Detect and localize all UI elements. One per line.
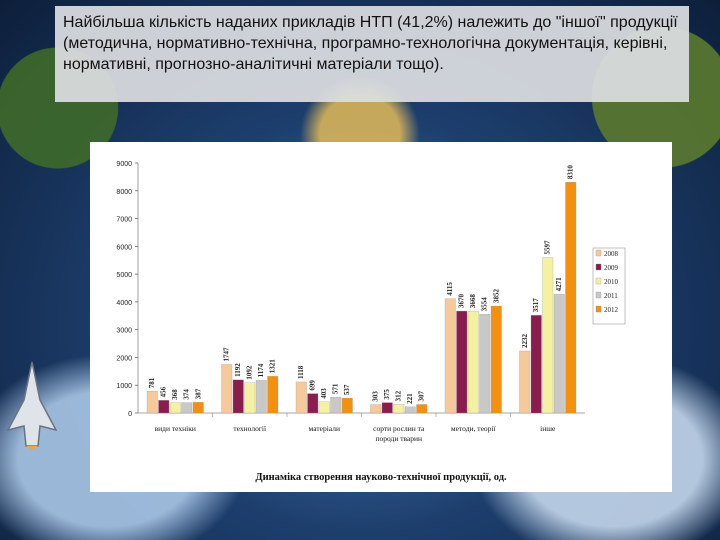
legend-label: 2009 (604, 264, 619, 272)
bar-2008-1 (221, 364, 233, 414)
x-tick-label: технології (233, 424, 267, 433)
data-label: 8310 (567, 165, 575, 180)
bar-2008-5 (519, 350, 531, 414)
y-tick-label: 8000 (116, 189, 132, 196)
bar-2012-5 (565, 182, 577, 414)
chart-panel: 0 1000 2000 3000 4000 5000 6000 7000 8000 9000 781… (90, 142, 672, 492)
bar-2011-3 (404, 406, 416, 414)
bar-2012-4 (490, 305, 502, 414)
legend-label: 2011 (604, 292, 618, 300)
data-label: 1321 (269, 359, 277, 374)
x-tick-label: породи тварин (375, 434, 422, 443)
space-shuttle-icon (6, 361, 58, 450)
data-label: 403 (320, 388, 328, 399)
bar-2009-5 (530, 315, 542, 414)
bar-2010-2 (318, 401, 330, 414)
bar-2008-2 (295, 381, 307, 414)
y-tick-label: 5000 (116, 272, 132, 279)
y-tick-label: 2000 (116, 355, 132, 362)
data-label: 699 (309, 380, 317, 391)
bar-2011-2 (330, 396, 342, 414)
x-tick-label: методи, теорії (451, 424, 497, 433)
data-label: 3852 (492, 289, 500, 304)
bar-2012-1 (267, 376, 279, 414)
data-label: 2232 (521, 334, 529, 349)
bar-2008-3 (370, 404, 382, 414)
data-label: 368 (171, 389, 179, 400)
x-tick-label: сорти рослин та (373, 424, 425, 433)
bar-2011-5 (553, 294, 565, 414)
bar-2012-3 (416, 404, 428, 414)
bar-2009-3 (381, 402, 393, 414)
data-label: 4271 (555, 277, 563, 292)
bar-2009-2 (307, 393, 319, 414)
bar-chart: 0 1000 2000 3000 4000 5000 6000 7000 8000 9000 781… (116, 161, 626, 483)
bar-2010-1 (244, 382, 256, 414)
data-label: 3670 (458, 294, 466, 309)
legend-swatch-2009 (595, 263, 602, 271)
bar-2012-2 (341, 397, 353, 414)
data-label: 781 (148, 377, 156, 388)
legend-swatch-2012 (595, 305, 602, 313)
legend-label: 2010 (604, 278, 619, 286)
data-label: 1747 (223, 347, 231, 362)
chart-title: Динаміка створення науково-технічної про… (255, 472, 507, 483)
data-label: 374 (183, 389, 191, 400)
data-label: 3554 (481, 297, 489, 312)
bar-2010-5 (542, 257, 554, 414)
bar-2010-3 (393, 404, 405, 414)
data-label: 571 (332, 383, 340, 394)
y-tick-label: 7000 (116, 217, 132, 224)
bar-2011-0 (181, 402, 193, 414)
bar-2009-0 (158, 400, 170, 414)
bar-2009-1 (232, 379, 244, 414)
legend-label: 2012 (604, 306, 619, 314)
bar-2012-0 (192, 402, 204, 414)
bar-2010-4 (467, 310, 479, 414)
legend-swatch-2008 (595, 249, 602, 257)
data-label: 1174 (257, 363, 265, 377)
bar-2011-4 (479, 314, 491, 414)
data-label: 3668 (469, 294, 477, 309)
legend-label: 2008 (604, 250, 619, 258)
data-label: 303 (372, 391, 380, 402)
y-tick-label: 9000 (116, 161, 132, 168)
bar-2010-0 (169, 402, 181, 414)
data-label: 375 (383, 389, 391, 400)
bar-2008-0 (146, 391, 158, 414)
data-label: 5597 (544, 240, 552, 255)
bar-2009-4 (456, 310, 468, 414)
data-label: 537 (343, 384, 351, 395)
data-label: 387 (194, 388, 202, 399)
y-tick-label: 1000 (116, 383, 132, 390)
bar-2011-1 (255, 380, 267, 414)
data-label: 1118 (297, 365, 305, 379)
x-tick-label: види техніки (155, 424, 196, 433)
y-tick-label: 6000 (116, 244, 132, 251)
caption-text: Найбільша кількість наданих прикладів НТ… (55, 6, 689, 102)
x-tick-label: матеріали (309, 424, 340, 433)
x-tick-label: інше (540, 424, 556, 433)
data-label: 456 (160, 386, 168, 397)
data-label: 4115 (446, 282, 454, 296)
y-tick-label: 3000 (116, 328, 132, 335)
data-label: 312 (395, 390, 403, 401)
legend-swatch-2011 (595, 291, 602, 299)
data-label: 1192 (234, 363, 242, 377)
data-label: 1092 (246, 365, 254, 380)
y-tick-label: 4000 (116, 300, 132, 307)
bar-2008-4 (444, 298, 456, 414)
data-label: 3517 (532, 298, 540, 313)
data-label: 307 (418, 390, 426, 401)
data-label: 221 (406, 393, 414, 404)
legend-swatch-2010 (595, 277, 602, 285)
y-tick-label: 0 (128, 411, 132, 418)
